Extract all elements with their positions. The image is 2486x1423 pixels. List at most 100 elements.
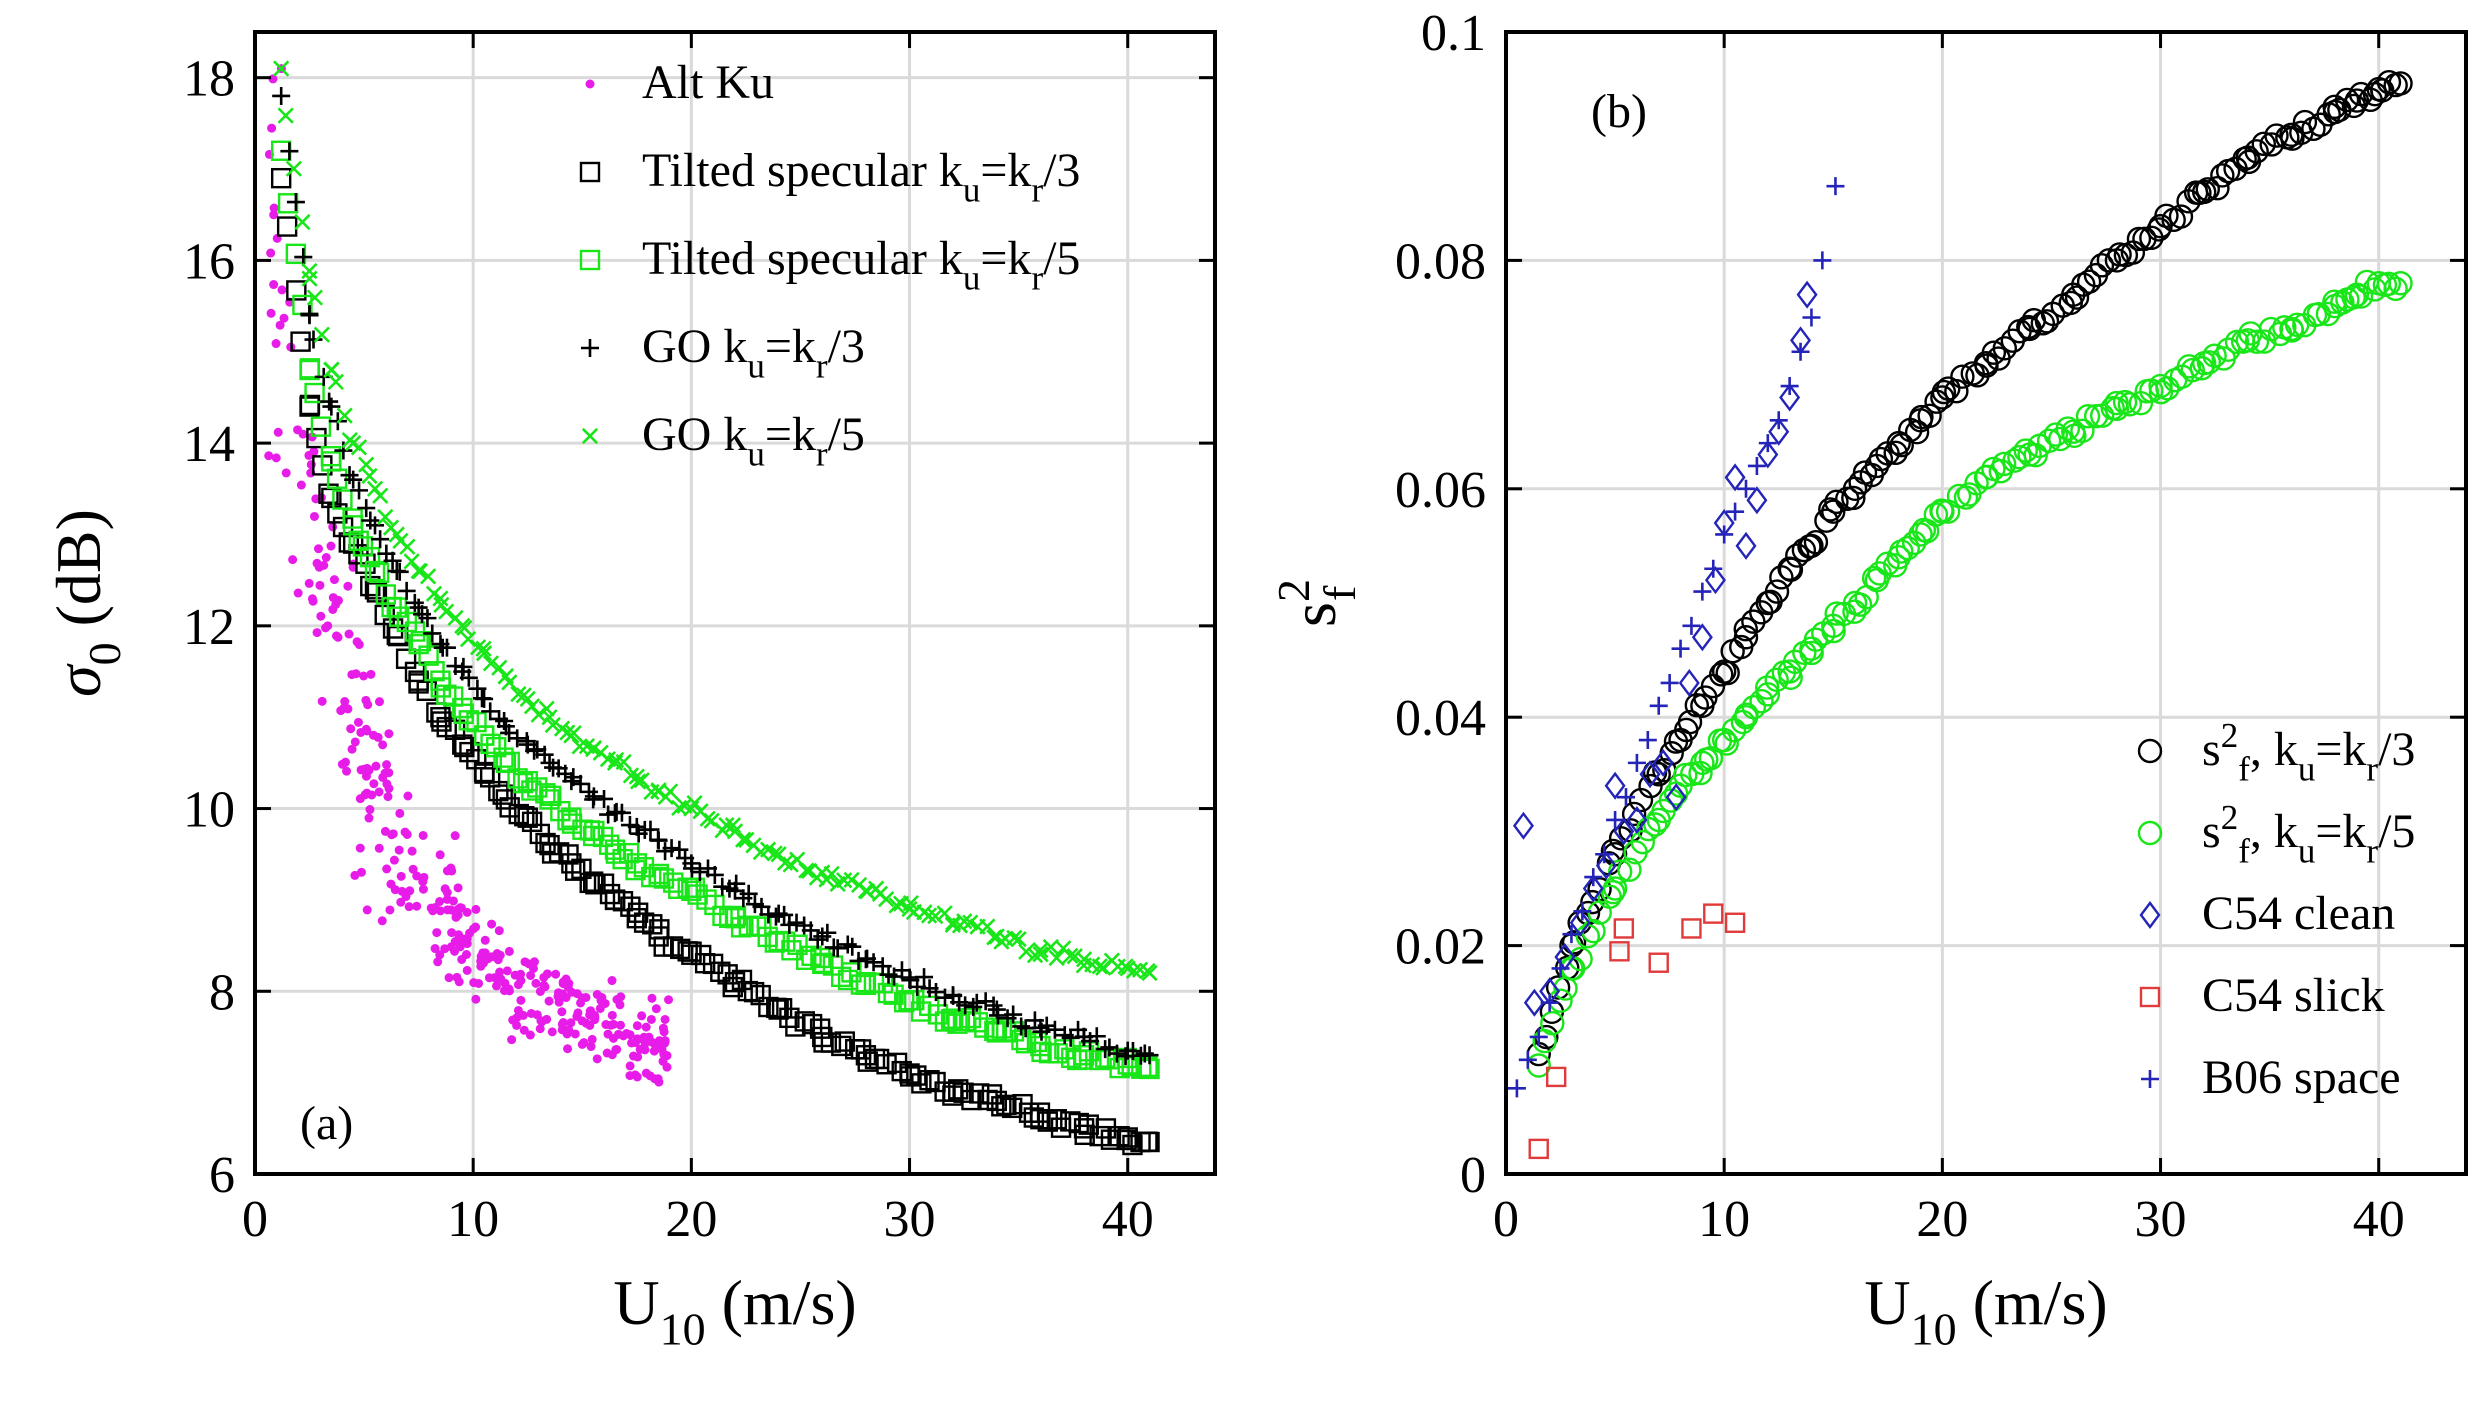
point-go3-136 (1016, 1019, 1035, 1038)
point-go5-150 (1117, 958, 1134, 975)
point-b06-26 (1791, 342, 1810, 361)
point-ts5-106 (810, 947, 831, 969)
point-ts5-88 (684, 877, 705, 899)
point-alt-172 (342, 766, 352, 776)
point-alt-325 (526, 1008, 536, 1018)
point-ts3-2 (321, 487, 342, 509)
point-alt-356 (362, 905, 372, 915)
point-sf5-127 (2216, 337, 2241, 362)
point-sf5-79 (1883, 553, 1908, 578)
x-tick-label-b-2: 20 (1916, 1191, 1968, 1248)
point-go5-83 (650, 783, 667, 800)
point-go5-71 (565, 725, 582, 742)
point-go5-134 (1006, 929, 1023, 947)
point-go5-135 (1010, 931, 1027, 948)
legend-item-c54c: C54 clean (2139, 887, 2395, 940)
x-tick-label-a-0: 0 (242, 1191, 268, 1248)
point-go5-55 (456, 619, 473, 637)
point-sf5-111 (2104, 390, 2129, 416)
x-tick-label-b-4: 40 (2353, 1191, 2405, 1248)
point-sf3-92 (1974, 353, 1999, 378)
x-tick-label-a-1: 10 (447, 1191, 499, 1248)
point-alt-264 (525, 1030, 535, 1040)
point-go3-59 (481, 702, 500, 721)
point-alt-125 (444, 973, 454, 983)
point-alt-159 (529, 957, 539, 967)
x-tick-label-a-2: 20 (665, 1191, 717, 1248)
point-alt-338 (462, 934, 472, 944)
point-alt-23 (592, 1054, 602, 1064)
point-alt-272 (618, 1031, 628, 1041)
point-go3-45 (383, 551, 402, 570)
y-tick-label-a-3: 12 (183, 599, 235, 656)
point-ts5-60 (486, 736, 507, 758)
point-go5-70 (559, 724, 576, 741)
point-go5-56 (459, 631, 477, 648)
point-alt-247 (611, 1045, 621, 1055)
point-go5-124 (936, 905, 953, 922)
point-go5-82 (643, 783, 660, 801)
point-sf5-34 (1568, 946, 1593, 972)
point-sf5-123 (2189, 356, 2215, 381)
point-alt-55 (507, 1035, 517, 1045)
point-b06-27 (1802, 308, 1821, 327)
point-sf5-124 (2196, 350, 2222, 375)
legend-item-ts3: Tilted specular ku=kr/3 (579, 144, 1080, 209)
point-c54c-13 (1678, 668, 1700, 697)
point-sf3-134 (2264, 123, 2289, 148)
point-ts3-95 (731, 969, 753, 991)
point-b06-13 (1649, 696, 1668, 715)
point-alt-183 (446, 863, 456, 873)
point-sf5-128 (2224, 329, 2250, 355)
point-alt-290 (633, 1052, 643, 1062)
point-alt-40 (359, 671, 369, 681)
point-alt-97 (430, 944, 440, 954)
point-b06-12 (1638, 731, 1657, 750)
point-alt-218 (323, 621, 333, 631)
point-go5-60 (491, 659, 508, 676)
point-ts5-56 (458, 710, 480, 731)
point-go3-99 (759, 905, 778, 924)
point-ts5-67 (535, 783, 556, 804)
point-go5-0 (273, 60, 290, 77)
legend-item-sf5: s2f, ku=kr/5 (2137, 798, 2415, 870)
point-b06-8 (1595, 845, 1614, 864)
point-alt-355 (476, 951, 486, 961)
legend-label-go3: GO ku=kr/3 (642, 320, 865, 385)
point-sf3-88 (1944, 379, 1969, 404)
point-ts5-109 (830, 966, 852, 988)
point-sf5-116 (2139, 378, 2164, 403)
legend-item-go5: GO ku=kr/5 (581, 408, 865, 473)
point-ts3-76 (599, 883, 621, 905)
point-b06-1 (1518, 1050, 1537, 1069)
point-alt-241 (603, 1029, 613, 1039)
point-go3-57 (468, 679, 487, 698)
point-alt-277 (264, 451, 274, 461)
point-sf5-30 (1540, 1011, 1565, 1036)
point-b06-29 (1826, 177, 1845, 196)
point-go3-0 (272, 86, 291, 105)
point-go5-49 (411, 563, 429, 580)
point-b06-24 (1769, 411, 1788, 430)
point-alt-253 (266, 248, 276, 258)
point-ts5-40 (348, 530, 369, 551)
point-go5-119 (902, 895, 919, 912)
point-alt-289 (374, 697, 384, 707)
point-go3-88 (682, 859, 701, 878)
point-c54c-8 (1613, 817, 1635, 846)
point-go5-140 (1048, 949, 1065, 967)
point-go5-74 (585, 739, 602, 757)
point-go3-51 (423, 624, 442, 643)
point-ts3-92 (710, 961, 731, 982)
x-tick-label-a-3: 30 (884, 1191, 936, 1248)
point-ts3-55 (454, 736, 475, 758)
point-ts5-59 (480, 733, 501, 755)
point-sf5-40 (1607, 859, 1633, 884)
legend-marker-b06 (2141, 1070, 2159, 1088)
point-go5-34 (306, 289, 324, 306)
point-go3-30 (280, 142, 299, 161)
point-alt-285 (453, 910, 463, 920)
point-go3-87 (676, 849, 695, 868)
point-alt-315 (542, 969, 552, 979)
legend-label-c54s: C54 slick (2202, 969, 2385, 1022)
